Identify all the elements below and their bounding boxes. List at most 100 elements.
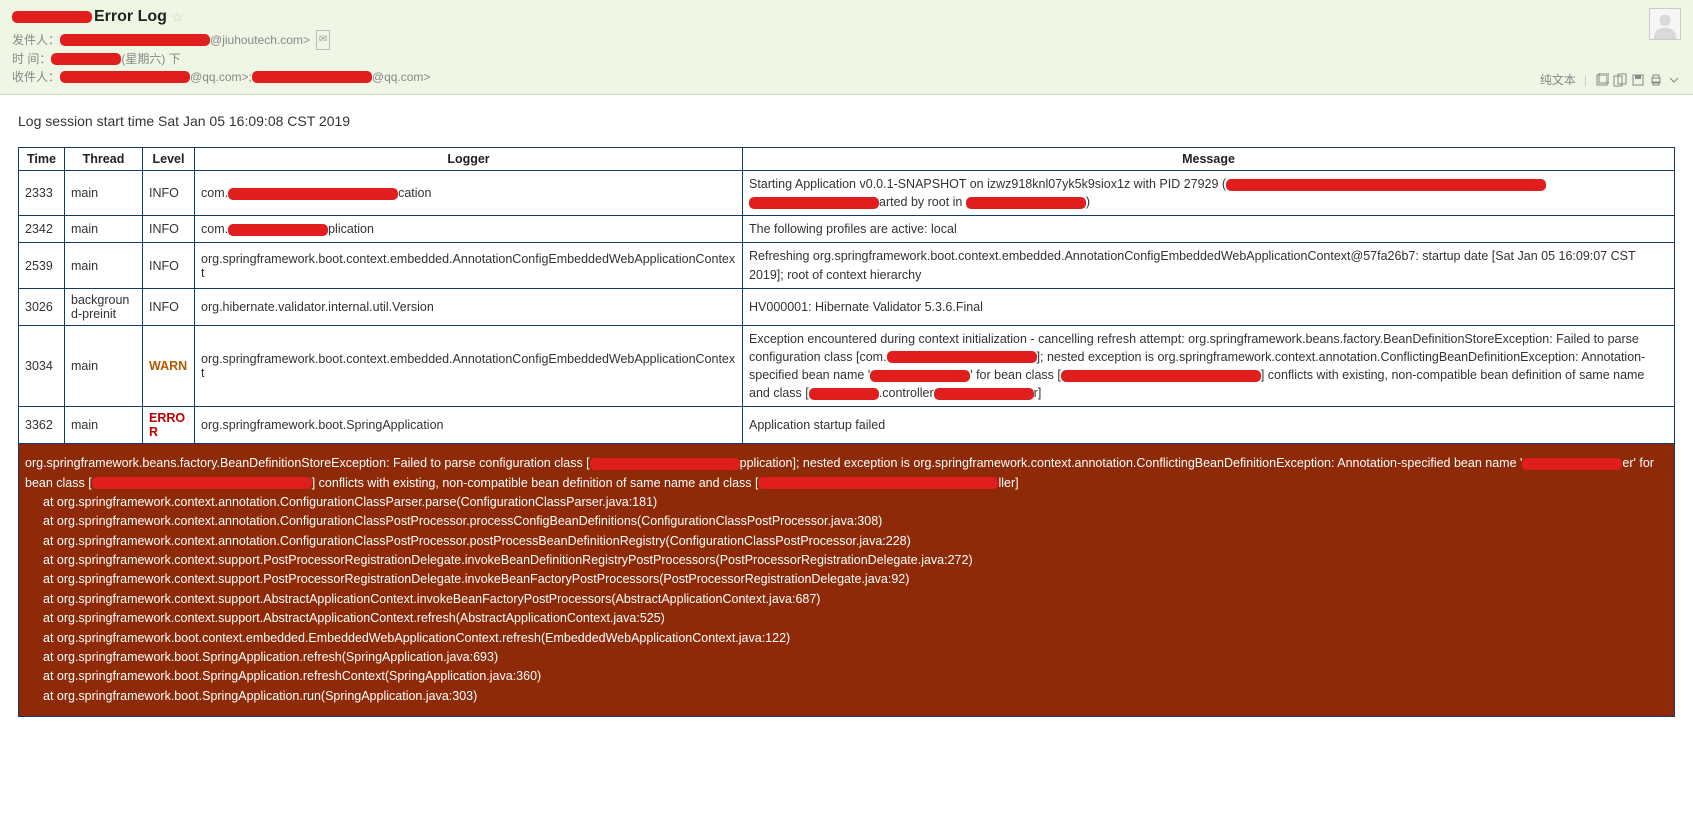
redact xyxy=(758,477,998,489)
to-mid1: @qq.com>; xyxy=(190,68,252,86)
cell-logger: org.hibernate.validator.internal.util.Ve… xyxy=(195,288,743,325)
th-message: Message xyxy=(743,148,1675,171)
cell-logger: org.springframework.boot.context.embedde… xyxy=(195,243,743,288)
cell-logger: com.cation xyxy=(195,171,743,216)
save-icon[interactable] xyxy=(1631,73,1645,87)
time-redact xyxy=(51,53,121,65)
stacktrace-exception: org.springframework.beans.factory.BeanDe… xyxy=(25,454,1668,493)
cell-thread: main xyxy=(65,325,143,407)
cell-time: 3026 xyxy=(19,288,65,325)
to-redact-1 xyxy=(60,71,190,83)
avatar[interactable] xyxy=(1649,8,1681,40)
table-row: 3026background-preinitINFOorg.hibernate.… xyxy=(19,288,1675,325)
redact xyxy=(228,188,398,200)
session-start-line: Log session start time Sat Jan 05 16:09:… xyxy=(18,113,1675,129)
to-redact-2 xyxy=(252,71,372,83)
th-thread: Thread xyxy=(65,148,143,171)
stacktrace-frame: at org.springframework.context.support.P… xyxy=(25,551,1668,570)
cell-level: INFO xyxy=(143,216,195,243)
redact xyxy=(1061,370,1261,382)
cell-message: Exception encountered during context ini… xyxy=(743,325,1675,407)
cell-time: 2342 xyxy=(19,216,65,243)
table-row: 3362mainERRORorg.springframework.boot.Sp… xyxy=(19,407,1675,444)
table-row: 3034mainWARNorg.springframework.boot.con… xyxy=(19,325,1675,407)
redact xyxy=(870,370,970,382)
stacktrace-frame: at org.springframework.context.support.A… xyxy=(25,609,1668,628)
cell-logger: com.plication xyxy=(195,216,743,243)
cell-time: 2333 xyxy=(19,171,65,216)
redact xyxy=(92,477,312,489)
redact xyxy=(1522,458,1622,470)
stacktrace-frame: at org.springframework.boot.context.embe… xyxy=(25,629,1668,648)
table-header-row: Time Thread Level Logger Message xyxy=(19,148,1675,171)
email-content: Log session start time Sat Jan 05 16:09:… xyxy=(0,95,1693,735)
to-suffix: @qq.com> xyxy=(372,68,431,86)
subject-row: Error Log ☆ xyxy=(12,8,1681,26)
table-row: 2539mainINFOorg.springframework.boot.con… xyxy=(19,243,1675,288)
new-window-icon[interactable] xyxy=(1595,73,1609,87)
cell-message: Refreshing org.springframework.boot.cont… xyxy=(743,243,1675,288)
redact xyxy=(966,197,1086,209)
from-row: 发件人： @jiuhoutech.com> ✉ xyxy=(12,30,1681,50)
cell-thread: main xyxy=(65,171,143,216)
stacktrace-frame: at org.springframework.boot.SpringApplic… xyxy=(25,648,1668,667)
to-label: 收件人： xyxy=(12,68,60,86)
cell-level: WARN xyxy=(143,325,195,407)
cell-message: Starting Application v0.0.1-SNAPSHOT on … xyxy=(743,171,1675,216)
stacktrace-frame: at org.springframework.boot.SpringApplic… xyxy=(25,667,1668,686)
star-icon[interactable]: ☆ xyxy=(171,9,184,26)
stacktrace-frame: at org.springframework.context.support.P… xyxy=(25,570,1668,589)
cell-message: Application startup failed xyxy=(743,407,1675,444)
cell-logger: org.springframework.boot.SpringApplicati… xyxy=(195,407,743,444)
cell-level: INFO xyxy=(143,171,195,216)
email-header: Error Log ☆ 发件人： @jiuhoutech.com> ✉ 时 间：… xyxy=(0,0,1693,95)
redact xyxy=(228,224,328,236)
cell-level: ERROR xyxy=(143,407,195,444)
stacktrace-frame: at org.springframework.context.annotatio… xyxy=(25,532,1668,551)
stacktrace-frame: at org.springframework.context.annotatio… xyxy=(25,512,1668,531)
cell-message: The following profiles are active: local xyxy=(743,216,1675,243)
table-row: 2333mainINFOcom.cationStarting Applicati… xyxy=(19,171,1675,216)
cell-time: 3034 xyxy=(19,325,65,407)
stacktrace-panel: org.springframework.beans.factory.BeanDe… xyxy=(18,444,1675,717)
print-icon[interactable] xyxy=(1649,73,1663,87)
redact xyxy=(590,458,740,470)
time-suffix: (星期六) 下 xyxy=(121,50,180,68)
cell-message: HV000001: Hibernate Validator 5.3.6.Fina… xyxy=(743,288,1675,325)
cell-time: 3362 xyxy=(19,407,65,444)
cell-thread: main xyxy=(65,243,143,288)
time-row: 时 间： (星期六) 下 xyxy=(12,50,1681,68)
chevron-down-icon[interactable] xyxy=(1667,73,1681,87)
from-redact xyxy=(60,34,210,46)
actions-bar: 纯文本 | xyxy=(1540,71,1681,88)
redact xyxy=(934,388,1034,400)
cell-level: INFO xyxy=(143,288,195,325)
cell-time: 2539 xyxy=(19,243,65,288)
th-logger: Logger xyxy=(195,148,743,171)
from-suffix: @jiuhoutech.com> xyxy=(210,31,310,49)
redact xyxy=(809,388,879,400)
redact xyxy=(1226,179,1546,191)
cell-logger: org.springframework.boot.context.embedde… xyxy=(195,325,743,407)
log-table: Time Thread Level Logger Message 2333mai… xyxy=(18,147,1675,444)
to-row: 收件人： @qq.com>; @qq.com> xyxy=(12,68,1681,86)
time-label: 时 间： xyxy=(12,50,51,68)
redact xyxy=(749,197,879,209)
from-label: 发件人： xyxy=(12,31,60,49)
stacktrace-frame: at org.springframework.context.annotatio… xyxy=(25,493,1668,512)
table-row: 2342mainINFOcom.plicationThe following p… xyxy=(19,216,1675,243)
copy-icon[interactable] xyxy=(1613,73,1627,87)
cell-level: INFO xyxy=(143,243,195,288)
cell-thread: background-preinit xyxy=(65,288,143,325)
th-level: Level xyxy=(143,148,195,171)
stacktrace-frame: at org.springframework.boot.SpringApplic… xyxy=(25,687,1668,706)
cell-thread: main xyxy=(65,216,143,243)
redact xyxy=(887,351,1037,363)
subject-redact xyxy=(12,11,92,23)
email-subject: Error Log xyxy=(94,8,167,26)
th-time: Time xyxy=(19,148,65,171)
contact-card-icon[interactable]: ✉ xyxy=(316,30,330,50)
cell-thread: main xyxy=(65,407,143,444)
separator: | xyxy=(1584,73,1587,87)
text-mode-toggle[interactable]: 纯文本 xyxy=(1540,71,1576,88)
